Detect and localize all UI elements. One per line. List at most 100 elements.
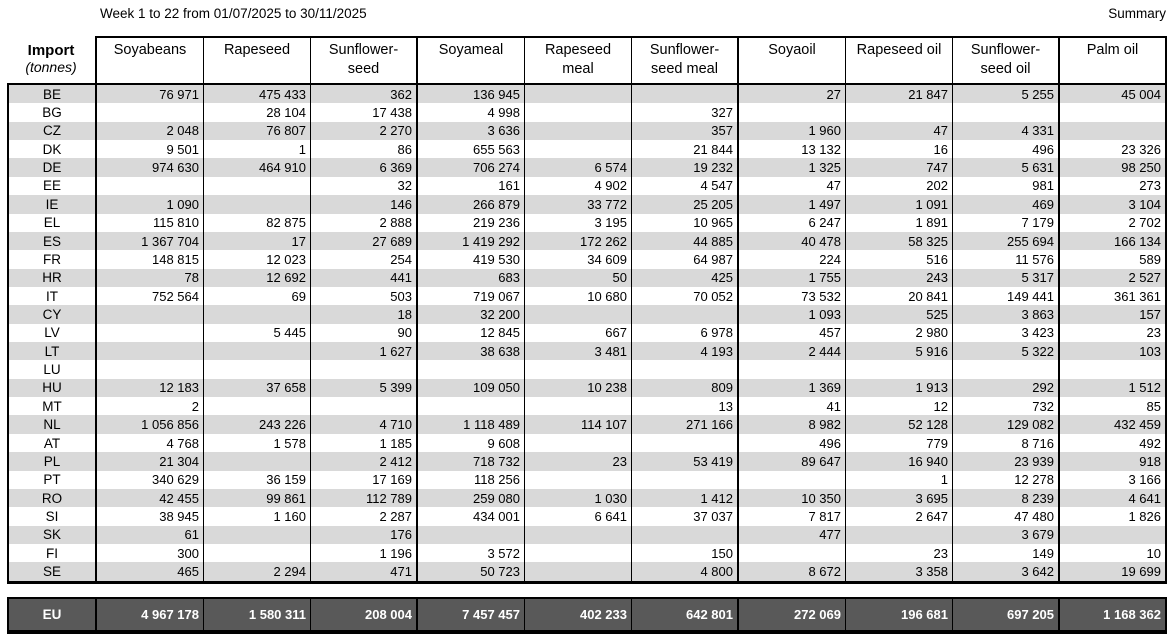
- value-cell: 1 419 292: [418, 231, 525, 251]
- value-cell: 149 441: [953, 286, 1060, 306]
- table-row: PL 21 304 2 412 718 732 23 53 419 89 647 16 940…: [7, 452, 1167, 471]
- table-row: BG 28 104 17 438 4 998 327: [7, 103, 1167, 122]
- value-cell: [739, 470, 846, 489]
- value-cell: [97, 323, 204, 343]
- value-cell: 718 732: [418, 452, 525, 471]
- value-cell: 4 193: [632, 342, 739, 361]
- value-cell: 525: [846, 305, 953, 324]
- table-row: DK 9 501 1 86 655 563 21 844 13 132 16 496 23 326: [7, 140, 1167, 159]
- country-code-cell: LT: [7, 342, 97, 361]
- table-row: AT 4 768 1 578 1 185 9 608 496 779 8 716 492: [7, 433, 1167, 453]
- value-cell: 21 304: [97, 452, 204, 471]
- value-cell: 12 278: [953, 470, 1060, 489]
- value-cell: 475 433: [204, 85, 311, 104]
- value-cell: 136 945: [418, 85, 525, 104]
- table-row: LV 5 445 90 12 845 667 6 978 457 2 980 3 423 23: [7, 323, 1167, 343]
- value-cell: 254: [311, 250, 418, 269]
- country-code-cell: CZ: [7, 121, 97, 141]
- value-cell: 6 978: [632, 323, 739, 343]
- value-cell: 340 629: [97, 470, 204, 489]
- value-cell: 16 940: [846, 452, 953, 471]
- value-cell: 208 004: [311, 599, 418, 630]
- value-cell: 4 710: [311, 415, 418, 434]
- value-cell: 4 800: [632, 562, 739, 581]
- value-cell: 176: [311, 525, 418, 544]
- value-cell: 2 287: [311, 507, 418, 526]
- country-code-cell: EL: [7, 213, 97, 232]
- value-cell: 1 578: [204, 433, 311, 453]
- value-cell: 45 004: [1060, 85, 1167, 104]
- value-cell: 27: [739, 85, 846, 104]
- value-cell: [632, 433, 739, 453]
- country-code-cell: EU: [7, 599, 97, 630]
- value-cell: 434 001: [418, 507, 525, 526]
- value-cell: 42 455: [97, 488, 204, 508]
- value-cell: 157: [1060, 305, 1167, 324]
- country-code-cell: EE: [7, 176, 97, 196]
- value-cell: 809: [632, 378, 739, 398]
- value-cell: 69: [204, 286, 311, 306]
- value-cell: 4 641: [1060, 488, 1167, 508]
- value-cell: 10 350: [739, 488, 846, 508]
- value-cell: [418, 360, 525, 379]
- value-cell: 2 270: [311, 121, 418, 141]
- value-cell: 361 361: [1060, 286, 1167, 306]
- value-cell: 465: [97, 562, 204, 581]
- value-cell: 99 861: [204, 488, 311, 508]
- value-cell: [311, 360, 418, 379]
- value-cell: 667: [525, 323, 632, 343]
- value-cell: 13: [632, 397, 739, 416]
- value-cell: 327: [632, 103, 739, 122]
- value-cell: 1 627: [311, 342, 418, 361]
- country-code-cell: LV: [7, 323, 97, 343]
- value-cell: 706 274: [418, 158, 525, 177]
- value-cell: 1 826: [1060, 507, 1167, 526]
- value-cell: [525, 121, 632, 141]
- value-cell: 196 681: [846, 599, 953, 630]
- country-code-cell: SE: [7, 562, 97, 581]
- table-row: BE 76 971 475 433 362 136 945 27 21 847 5 255 45…: [7, 85, 1167, 104]
- value-cell: 1 090: [97, 195, 204, 214]
- value-cell: 2 888: [311, 213, 418, 232]
- value-cell: 40 478: [739, 231, 846, 251]
- table-row: HU 12 183 37 658 5 399 109 050 10 238 809 1 369…: [7, 378, 1167, 398]
- value-cell: 90: [311, 323, 418, 343]
- table-row: NL 1 056 856 243 226 4 710 1 118 489 114 107 2…: [7, 415, 1167, 434]
- value-cell: 28 104: [204, 103, 311, 122]
- value-cell: 3 195: [525, 213, 632, 232]
- value-cell: 23: [846, 543, 953, 563]
- value-cell: [311, 397, 418, 416]
- table-row: IE 1 090 146 266 879 33 772 25 205 1 497 1 091 4…: [7, 195, 1167, 214]
- country-code-cell: BG: [7, 103, 97, 122]
- value-cell: 273: [1060, 176, 1167, 196]
- value-cell: 4 331: [953, 121, 1060, 141]
- value-cell: 243 226: [204, 415, 311, 434]
- value-cell: 7 457 457: [418, 599, 525, 630]
- value-cell: [1060, 525, 1167, 544]
- value-cell: 1 030: [525, 488, 632, 508]
- value-cell: 103: [1060, 342, 1167, 361]
- table-row: RO 42 455 99 861 112 789 259 080 1 030 1 412 10…: [7, 488, 1167, 508]
- country-code-cell: DE: [7, 158, 97, 177]
- value-cell: 21 844: [632, 140, 739, 159]
- value-cell: 243: [846, 268, 953, 287]
- table-row: SI 38 945 1 160 2 287 434 001 6 641 37 037 7 81…: [7, 507, 1167, 526]
- value-cell: [204, 176, 311, 196]
- value-cell: 32 200: [418, 305, 525, 324]
- value-cell: [204, 543, 311, 563]
- value-cell: 2 980: [846, 323, 953, 343]
- value-cell: 23 326: [1060, 140, 1167, 159]
- value-cell: 6 574: [525, 158, 632, 177]
- value-cell: 6 369: [311, 158, 418, 177]
- value-cell: [525, 140, 632, 159]
- value-cell: 150: [632, 543, 739, 563]
- table-row: ES 1 367 704 17 27 689 1 419 292 172 262 44 88…: [7, 231, 1167, 251]
- value-cell: [632, 85, 739, 104]
- value-cell: [525, 360, 632, 379]
- table-row: SK 61 176 477 3 679: [7, 525, 1167, 544]
- value-cell: 3 863: [953, 305, 1060, 324]
- value-cell: 974 630: [97, 158, 204, 177]
- value-cell: [1060, 121, 1167, 141]
- value-cell: [1060, 360, 1167, 379]
- value-cell: 1 755: [739, 268, 846, 287]
